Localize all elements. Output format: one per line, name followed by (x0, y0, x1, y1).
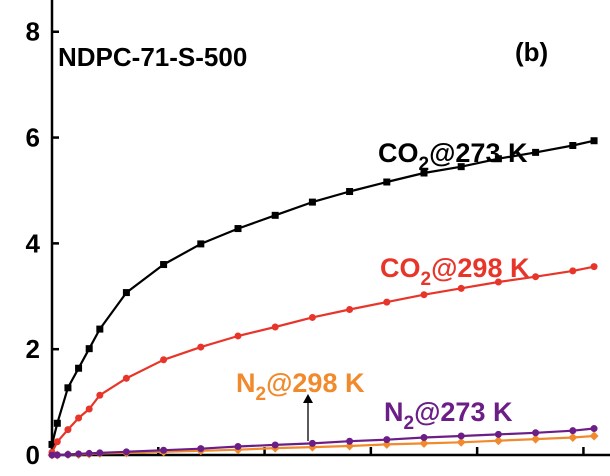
y-tick-label: 0 (26, 440, 40, 470)
panel-label: (b) (515, 37, 548, 67)
data-point-co2_298 (75, 414, 83, 422)
data-point-co2_273 (308, 198, 316, 206)
data-point-co2_298 (96, 391, 104, 399)
data-point-n2_273 (569, 427, 577, 435)
data-point-co2_273 (532, 148, 540, 156)
data-point-n2_298 (531, 434, 541, 444)
data-point-n2_273 (197, 445, 205, 453)
data-point-n2_298 (419, 438, 429, 448)
data-point-co2_298 (234, 332, 242, 340)
data-point-n2_273 (590, 425, 598, 433)
data-point-co2_298 (457, 284, 465, 292)
series-label-n2-298: N2@298 K (236, 368, 365, 405)
data-point-co2_298 (308, 313, 316, 321)
data-point-co2_298 (160, 356, 168, 364)
data-point-n2_273 (122, 448, 130, 456)
series-co2_273 (48, 137, 598, 448)
data-point-n2_273 (420, 434, 428, 442)
data-point-n2_298 (493, 436, 503, 446)
series-label-co2-298: CO2@298 K (380, 253, 530, 290)
data-point-co2_273 (234, 225, 242, 233)
data-point-co2_298 (122, 374, 130, 382)
data-point-co2_273 (96, 325, 104, 333)
data-point-co2_273 (85, 345, 93, 353)
data-point-co2_298 (53, 438, 61, 446)
data-point-n2_273 (383, 436, 391, 444)
data-point-co2_273 (271, 211, 279, 219)
data-point-n2_298 (568, 433, 578, 443)
data-point-co2_273 (53, 419, 61, 427)
series-line-co2_298 (51, 265, 595, 453)
data-point-n2_273 (75, 450, 83, 458)
data-point-co2_298 (494, 278, 502, 286)
data-point-co2_273 (590, 137, 598, 145)
data-point-n2_273 (96, 449, 104, 457)
data-point-co2_273 (48, 440, 56, 448)
data-point-n2_273 (271, 441, 279, 449)
data-point-n2_273 (64, 450, 72, 458)
series-label-co2-273: CO2@273 K (378, 138, 528, 175)
series-n2_273 (48, 425, 598, 459)
data-point-co2_273 (75, 364, 83, 372)
data-point-co2_273 (494, 155, 502, 163)
series-layer (47, 137, 599, 460)
data-point-n2_298 (589, 431, 599, 441)
series-co2_298 (48, 263, 598, 456)
data-point-co2_298 (383, 298, 391, 306)
data-point-co2_298 (64, 426, 72, 434)
y-tick-label: 2 (26, 334, 40, 364)
data-point-n2_298 (456, 437, 466, 447)
data-point-n2_273 (234, 443, 242, 451)
data-point-co2_298 (85, 405, 93, 413)
y-tick-label: 4 (26, 228, 41, 258)
data-point-co2_273 (383, 178, 391, 186)
annotation-arrow-head (303, 394, 313, 403)
data-point-co2_273 (122, 289, 130, 297)
series-line-n2_273 (52, 427, 595, 457)
data-point-co2_298 (346, 306, 354, 314)
data-point-co2_298 (532, 273, 540, 281)
series-label-n2-273: N2@273 K (384, 397, 513, 434)
data-point-n2_273 (457, 432, 465, 440)
data-point-n2_273 (160, 446, 168, 454)
y-tick-label: 6 (26, 123, 40, 153)
data-point-n2_273 (346, 437, 354, 445)
y-tick-label: 8 (26, 17, 40, 47)
data-point-co2_273 (569, 141, 577, 149)
data-point-co2_273 (346, 188, 354, 196)
data-point-n2_273 (85, 449, 93, 457)
data-point-co2_298 (197, 343, 205, 351)
data-point-co2_273 (197, 240, 205, 248)
data-point-co2_298 (569, 267, 577, 275)
data-point-n2_273 (48, 451, 56, 459)
data-point-co2_273 (64, 384, 72, 392)
data-point-n2_273 (53, 451, 61, 459)
data-point-co2_273 (420, 169, 428, 177)
data-point-co2_298 (271, 323, 279, 331)
y-axis-ticks: 0 2 4 6 8 (26, 17, 59, 470)
chart-title: NDPC-71-S-500 (58, 42, 247, 72)
data-point-n2_273 (532, 429, 540, 437)
series-line-co2_273 (50, 139, 595, 445)
data-point-n2_273 (494, 430, 502, 438)
data-point-co2_273 (457, 163, 465, 171)
data-point-co2_273 (160, 261, 168, 269)
data-point-n2_273 (308, 439, 316, 447)
data-point-co2_298 (420, 291, 428, 299)
data-point-co2_298 (590, 263, 598, 271)
